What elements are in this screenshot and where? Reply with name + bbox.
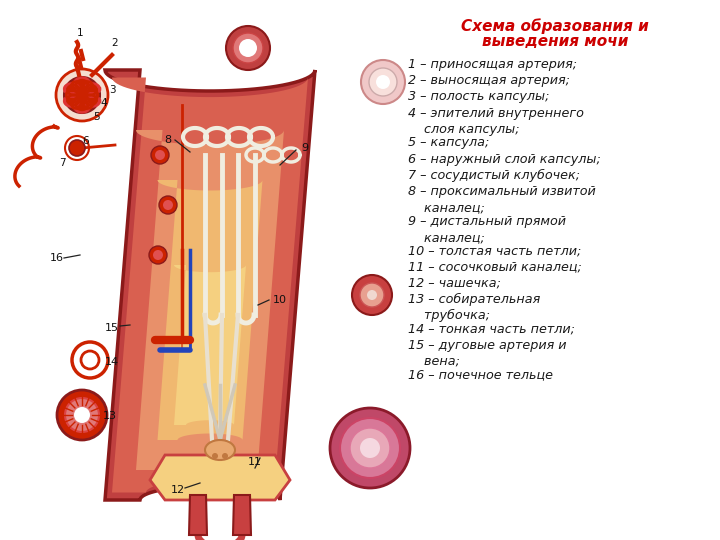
Ellipse shape <box>205 440 235 460</box>
Text: 5: 5 <box>94 112 100 122</box>
Text: 2: 2 <box>112 38 118 48</box>
Circle shape <box>74 407 90 423</box>
Text: 1: 1 <box>77 28 84 38</box>
Circle shape <box>69 140 85 156</box>
Circle shape <box>376 75 390 89</box>
Polygon shape <box>189 495 207 535</box>
Text: 5 – капсула;: 5 – капсула; <box>408 136 490 149</box>
Text: 15 – дуговые артерия и: 15 – дуговые артерия и <box>408 339 567 352</box>
Circle shape <box>151 146 169 164</box>
Circle shape <box>360 438 380 458</box>
Text: 7 – сосудистый клубочек;: 7 – сосудистый клубочек; <box>408 168 580 182</box>
Circle shape <box>340 418 400 478</box>
Circle shape <box>72 342 108 378</box>
Circle shape <box>159 196 177 214</box>
Circle shape <box>222 453 228 459</box>
Text: 9 – дистальный прямой: 9 – дистальный прямой <box>408 214 566 227</box>
Circle shape <box>81 351 99 369</box>
Text: 11 – сосочковый каналец;: 11 – сосочковый каналец; <box>408 260 582 273</box>
Text: 3: 3 <box>109 85 115 95</box>
Text: Схема образования и: Схема образования и <box>461 18 649 33</box>
Text: 1 – приносящая артерия;: 1 – приносящая артерия; <box>408 58 577 71</box>
Circle shape <box>64 77 100 113</box>
Polygon shape <box>136 130 284 470</box>
Text: выведения мочи: выведения мочи <box>482 34 628 49</box>
Text: 4: 4 <box>101 98 107 108</box>
Circle shape <box>57 390 107 440</box>
Text: 7: 7 <box>59 158 66 168</box>
Circle shape <box>65 78 99 112</box>
Text: 3 – полость капсулы;: 3 – полость капсулы; <box>408 90 549 103</box>
Circle shape <box>149 246 167 264</box>
Circle shape <box>57 70 107 120</box>
Text: 10 – толстая часть петли;: 10 – толстая часть петли; <box>408 244 581 257</box>
Circle shape <box>233 33 263 63</box>
Text: 15: 15 <box>105 323 119 333</box>
Text: каналец;: каналец; <box>408 231 485 244</box>
Circle shape <box>153 250 163 260</box>
Text: вена;: вена; <box>408 355 460 368</box>
Circle shape <box>155 150 165 160</box>
Text: 8: 8 <box>164 135 171 145</box>
Text: 4 – эпителий внутреннего: 4 – эпителий внутреннего <box>408 106 584 119</box>
Polygon shape <box>112 78 308 492</box>
Text: 12 – чашечка;: 12 – чашечка; <box>408 276 501 289</box>
Text: 14 – тонкая часть петли;: 14 – тонкая часть петли; <box>408 322 575 335</box>
Circle shape <box>360 283 384 307</box>
Polygon shape <box>105 70 315 500</box>
Circle shape <box>367 290 377 300</box>
Text: слоя капсулы;: слоя капсулы; <box>408 123 520 136</box>
Circle shape <box>163 200 173 210</box>
Text: 2 – выносящая артерия;: 2 – выносящая артерия; <box>408 74 570 87</box>
Text: 6 – наружный слой капсулы;: 6 – наружный слой капсулы; <box>408 152 600 165</box>
Text: 9: 9 <box>302 143 309 153</box>
Polygon shape <box>233 495 251 535</box>
Text: 10: 10 <box>273 295 287 305</box>
Circle shape <box>352 275 392 315</box>
Text: 12: 12 <box>171 485 185 495</box>
Text: 11: 11 <box>248 457 262 467</box>
Text: трубочка;: трубочка; <box>408 309 490 322</box>
Text: 13: 13 <box>103 411 117 421</box>
Circle shape <box>361 60 405 104</box>
Circle shape <box>369 68 397 96</box>
Text: 13 – собирательная: 13 – собирательная <box>408 293 540 306</box>
Circle shape <box>212 453 218 459</box>
Text: 14: 14 <box>105 357 119 367</box>
Text: 16 – почечное тельце: 16 – почечное тельце <box>408 368 553 381</box>
Circle shape <box>226 26 270 70</box>
Text: 16: 16 <box>50 253 64 263</box>
Text: 8 – проксимальный извитой: 8 – проксимальный извитой <box>408 185 595 198</box>
Polygon shape <box>158 180 263 440</box>
Circle shape <box>350 428 390 468</box>
Circle shape <box>65 398 99 432</box>
Polygon shape <box>174 265 246 425</box>
Circle shape <box>330 408 410 488</box>
Text: каналец;: каналец; <box>408 201 485 214</box>
Text: 6: 6 <box>83 136 89 146</box>
Circle shape <box>239 39 257 57</box>
Polygon shape <box>150 455 290 500</box>
